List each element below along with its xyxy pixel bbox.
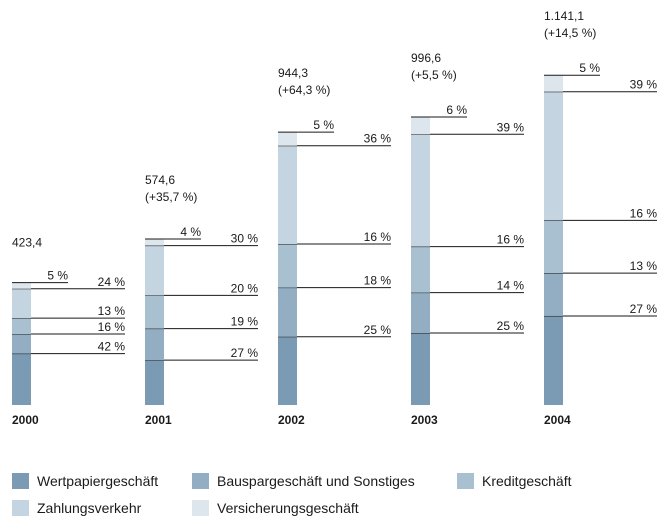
year-label: 2000: [12, 413, 39, 427]
segment-label: 13 %: [98, 304, 126, 318]
legend-label: Bauspargeschäft und Sonstiges: [217, 473, 415, 489]
segment-label: 25 %: [364, 323, 392, 337]
change-label: (+14,5 %): [544, 26, 596, 40]
total-label: 996,6: [411, 51, 441, 65]
segment-label: 19 %: [231, 315, 259, 329]
bar-segment: [544, 273, 563, 316]
segment-label: 36 %: [364, 132, 392, 146]
segment-label: 5 %: [47, 269, 68, 283]
bar-segment: [544, 220, 563, 274]
segment-label: 42 %: [98, 340, 126, 354]
bar-segment: [411, 116, 430, 135]
segment-label: 18 %: [364, 274, 392, 288]
bar-segment: [278, 145, 297, 244]
segment-label: 20 %: [231, 281, 259, 295]
year-label: 2003: [411, 413, 438, 427]
bar-segment: [411, 292, 430, 333]
year-label: 2002: [278, 413, 305, 427]
total-label: 944,3: [278, 66, 308, 80]
legend-label: Wertpapiergeschäft: [37, 473, 158, 489]
bar-segment: [145, 328, 164, 361]
segment-label: 5 %: [579, 61, 600, 75]
segment-label: 27 %: [630, 302, 658, 316]
segment-label: 30 %: [231, 232, 259, 246]
segment-label: 16 %: [497, 233, 525, 247]
bar-segment: [12, 353, 31, 405]
bar-segment: [411, 332, 430, 405]
bar-segment: [411, 134, 430, 247]
bar-segment: [12, 334, 31, 354]
bar-segment: [145, 360, 164, 405]
bar-segment: [544, 315, 563, 405]
legend-swatch: [457, 473, 474, 489]
change-label: (+5,5 %): [411, 68, 457, 82]
bar-segment: [544, 91, 563, 221]
segment-label: 4 %: [180, 225, 201, 239]
bar-segment: [12, 282, 31, 289]
legend-label: Versicherungsgeschäft: [217, 500, 359, 516]
segment-label: 27 %: [231, 346, 259, 360]
bar-segment: [145, 238, 164, 246]
bar-segment: [411, 246, 430, 293]
segment-label: 13 %: [630, 259, 658, 273]
bar-segment: [544, 75, 563, 92]
segment-label: 16 %: [98, 320, 126, 334]
segment-label: 25 %: [497, 319, 525, 333]
segment-label: 24 %: [98, 275, 126, 289]
bar-segment: [278, 287, 297, 337]
segment-label: 39 %: [497, 120, 525, 134]
bar-segment: [278, 243, 297, 288]
change-label: (+35,7 %): [145, 190, 197, 204]
segment-label: 39 %: [630, 78, 658, 92]
legend-label: Zahlungsverkehr: [37, 500, 142, 516]
legend-swatch: [192, 473, 209, 489]
legend-swatch: [192, 500, 209, 516]
segment-label: 16 %: [630, 206, 658, 220]
bar-segment: [278, 336, 297, 405]
legend-swatch: [12, 500, 29, 516]
segment-label: 16 %: [364, 230, 392, 244]
bar-segment: [145, 295, 164, 329]
change-label: (+64,3 %): [278, 83, 330, 97]
total-label: 574,6: [145, 173, 175, 187]
year-label: 2004: [544, 413, 571, 427]
total-label: 1.141,1: [544, 9, 584, 23]
year-label: 2001: [145, 413, 172, 427]
segment-label: 5 %: [313, 118, 334, 132]
segment-label: 6 %: [446, 103, 467, 117]
bar-segment: [145, 245, 164, 296]
bar-segment: [12, 288, 31, 319]
segment-label: 14 %: [497, 279, 525, 293]
total-label: 423,4: [12, 236, 42, 250]
legend-label: Kreditgeschäft: [482, 473, 572, 489]
bar-segment: [278, 132, 297, 146]
legend-swatch: [12, 473, 29, 489]
bar-segment: [12, 318, 31, 335]
